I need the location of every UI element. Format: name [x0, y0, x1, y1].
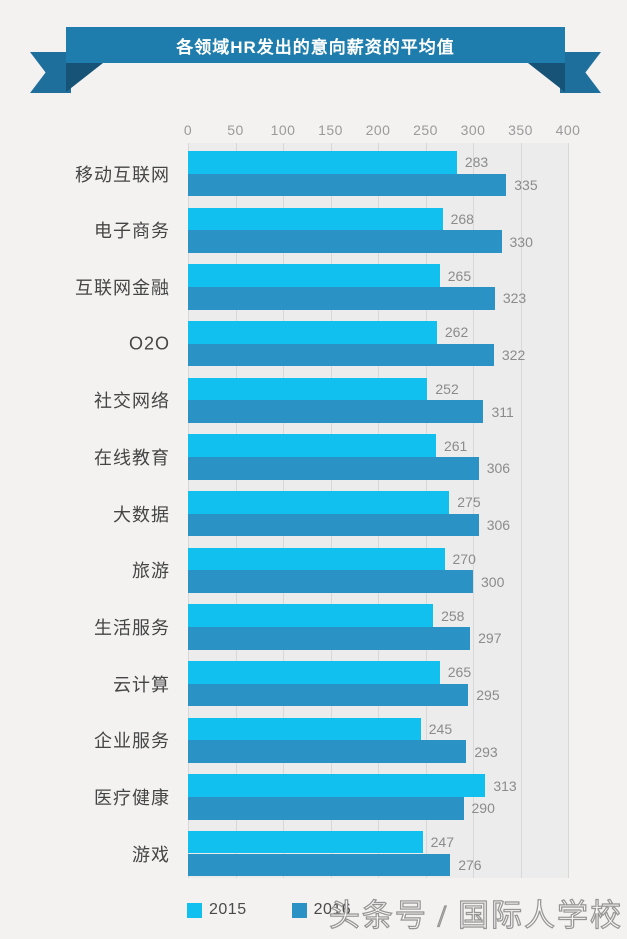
value-label-2015: 265 [447, 267, 472, 284]
bar-2015 [188, 717, 421, 741]
category-label: 互联网金融 [75, 278, 170, 298]
value-label-2016: 295 [476, 686, 500, 703]
category-label: 旅游 [132, 561, 170, 582]
bar-2015 [188, 660, 440, 684]
value-label-2016: 306 [486, 516, 511, 533]
ribbon-tail-left-icon [30, 52, 71, 93]
ribbon-fold-right-icon [528, 63, 565, 92]
category-label: 社交网络 [94, 391, 170, 412]
bar-2015 [188, 774, 486, 797]
bar-2016 [188, 796, 464, 820]
value-label-2015: 247 [430, 834, 454, 851]
category-label: 游戏 [132, 844, 170, 865]
bar-2015 [188, 264, 440, 287]
value-label-2015: 270 [452, 550, 476, 567]
ribbon-fold-left-icon [66, 63, 103, 92]
value-label-2015: 262 [444, 324, 469, 341]
value-label-2016: 311 [491, 403, 514, 420]
gridline [568, 143, 569, 878]
x-axis-tick-label: 350 [508, 122, 533, 138]
category-label: 医疗健康 [94, 787, 170, 808]
value-label-2016: 276 [458, 856, 482, 873]
legend: 2015 2016 [187, 901, 396, 919]
value-label-2016: 335 [514, 177, 538, 194]
bar-2016 [188, 570, 473, 593]
category-label: 生活服务 [94, 617, 170, 638]
legend-item-2015: 2015 [187, 901, 247, 919]
category-label: 云计算 [113, 674, 170, 695]
bar-2015 [188, 830, 423, 854]
value-label-2015: 283 [464, 154, 489, 171]
value-label-2015: 313 [493, 777, 517, 794]
bar-2016 [188, 456, 479, 480]
legend-label-2015: 2015 [209, 901, 247, 918]
value-label-2016: 290 [471, 800, 495, 817]
category-label: 移动互联网 [75, 164, 170, 185]
bar-2016 [188, 287, 495, 310]
value-label-2015: 258 [441, 607, 465, 624]
value-label-2016: 323 [502, 290, 527, 307]
category-label: 大数据 [113, 504, 170, 525]
value-label-2016: 293 [474, 743, 498, 760]
legend-swatch-2016 [291, 902, 307, 918]
bar-2015 [188, 547, 445, 571]
bar-2016 [188, 513, 479, 537]
bar-2016 [188, 400, 484, 423]
value-label-2015: 268 [450, 211, 474, 227]
value-label-2015: 275 [457, 494, 481, 511]
value-label-2015: 261 [443, 437, 468, 454]
value-label-2016: 297 [478, 630, 502, 647]
x-axis-tick-label: 200 [365, 122, 391, 138]
x-axis-tick-label: 100 [270, 122, 296, 138]
bar-2015 [188, 320, 437, 344]
bar-2016 [188, 740, 467, 763]
value-label-2016: 322 [501, 347, 526, 363]
bar-2016 [188, 343, 494, 367]
gridline [473, 143, 474, 878]
bar-2016 [188, 853, 451, 877]
bar-2016 [188, 626, 471, 650]
bar-2015 [188, 434, 436, 457]
category-label: 在线教育 [94, 447, 170, 468]
chart-title: 各领域HR发出的意向薪资的平均值 [176, 37, 455, 57]
category-label: 企业服务 [94, 731, 170, 752]
x-axis-tick-label: 250 [413, 122, 438, 138]
value-label-2015: 252 [435, 380, 459, 397]
bar-2015 [188, 490, 450, 514]
legend-item-2016: 2016 [291, 901, 352, 919]
bar-2015 [188, 207, 443, 231]
x-axis-tick-label: 0 [183, 122, 193, 138]
category-label: 电子商务 [94, 221, 170, 242]
category-label: O2O [128, 333, 170, 354]
x-axis-tick-label: 50 [227, 122, 244, 138]
value-label-2016: 330 [509, 233, 533, 250]
bar-2016 [188, 230, 502, 254]
x-axis-tick-label: 150 [318, 122, 343, 138]
ribbon-tail-right-icon [560, 52, 601, 93]
value-label-2015: 265 [447, 664, 472, 681]
x-axis-tick-label: 400 [555, 122, 581, 138]
bar-2015 [188, 151, 457, 174]
legend-label-2016: 2016 [313, 901, 352, 918]
value-label-2016: 300 [481, 573, 505, 590]
bar-2015 [188, 604, 434, 627]
ribbon-band: 各领域HR发出的意向薪资的平均值 [66, 27, 565, 63]
legend-swatch-2015 [187, 902, 202, 918]
gridline [520, 143, 522, 878]
bar-2016 [188, 173, 507, 197]
watermark: 头条号 / 国际人学校 [328, 897, 623, 933]
bar-2016 [188, 683, 469, 707]
x-axis-tick-label: 300 [460, 122, 486, 138]
value-label-2016: 306 [486, 460, 511, 477]
value-label-2015: 245 [428, 720, 453, 737]
bar-2015 [188, 377, 428, 401]
